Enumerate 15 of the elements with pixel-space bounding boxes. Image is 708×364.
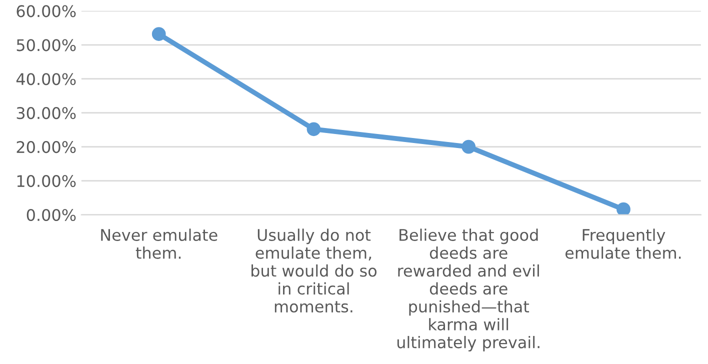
y-tick-label: 0.00% — [26, 208, 76, 222]
y-tick-label: 10.00% — [17, 175, 76, 188]
x-tick-label: Believe that good deeds are rewarded and evil deeds are punished—that karma will ultimately prevail. — [397, 228, 540, 352]
y-tick-label: 40.00% — [16, 73, 76, 86]
x-tick-label: Never emulate them. — [101, 228, 218, 259]
y-tick-label: 60.00% — [16, 5, 76, 18]
x-tick-label: Frequently emulate them. — [565, 228, 681, 259]
point — [306, 122, 321, 136]
y-tick-label: 50.00% — [16, 39, 76, 52]
point — [152, 27, 166, 41]
x-tick-label: Usually do not emulate them, but would do so in critical moments. — [252, 228, 377, 313]
y-tick-label: 30.00% — [16, 107, 76, 120]
point — [616, 202, 630, 215]
y-tick-label: 20.00% — [16, 141, 76, 154]
point — [462, 140, 476, 154]
